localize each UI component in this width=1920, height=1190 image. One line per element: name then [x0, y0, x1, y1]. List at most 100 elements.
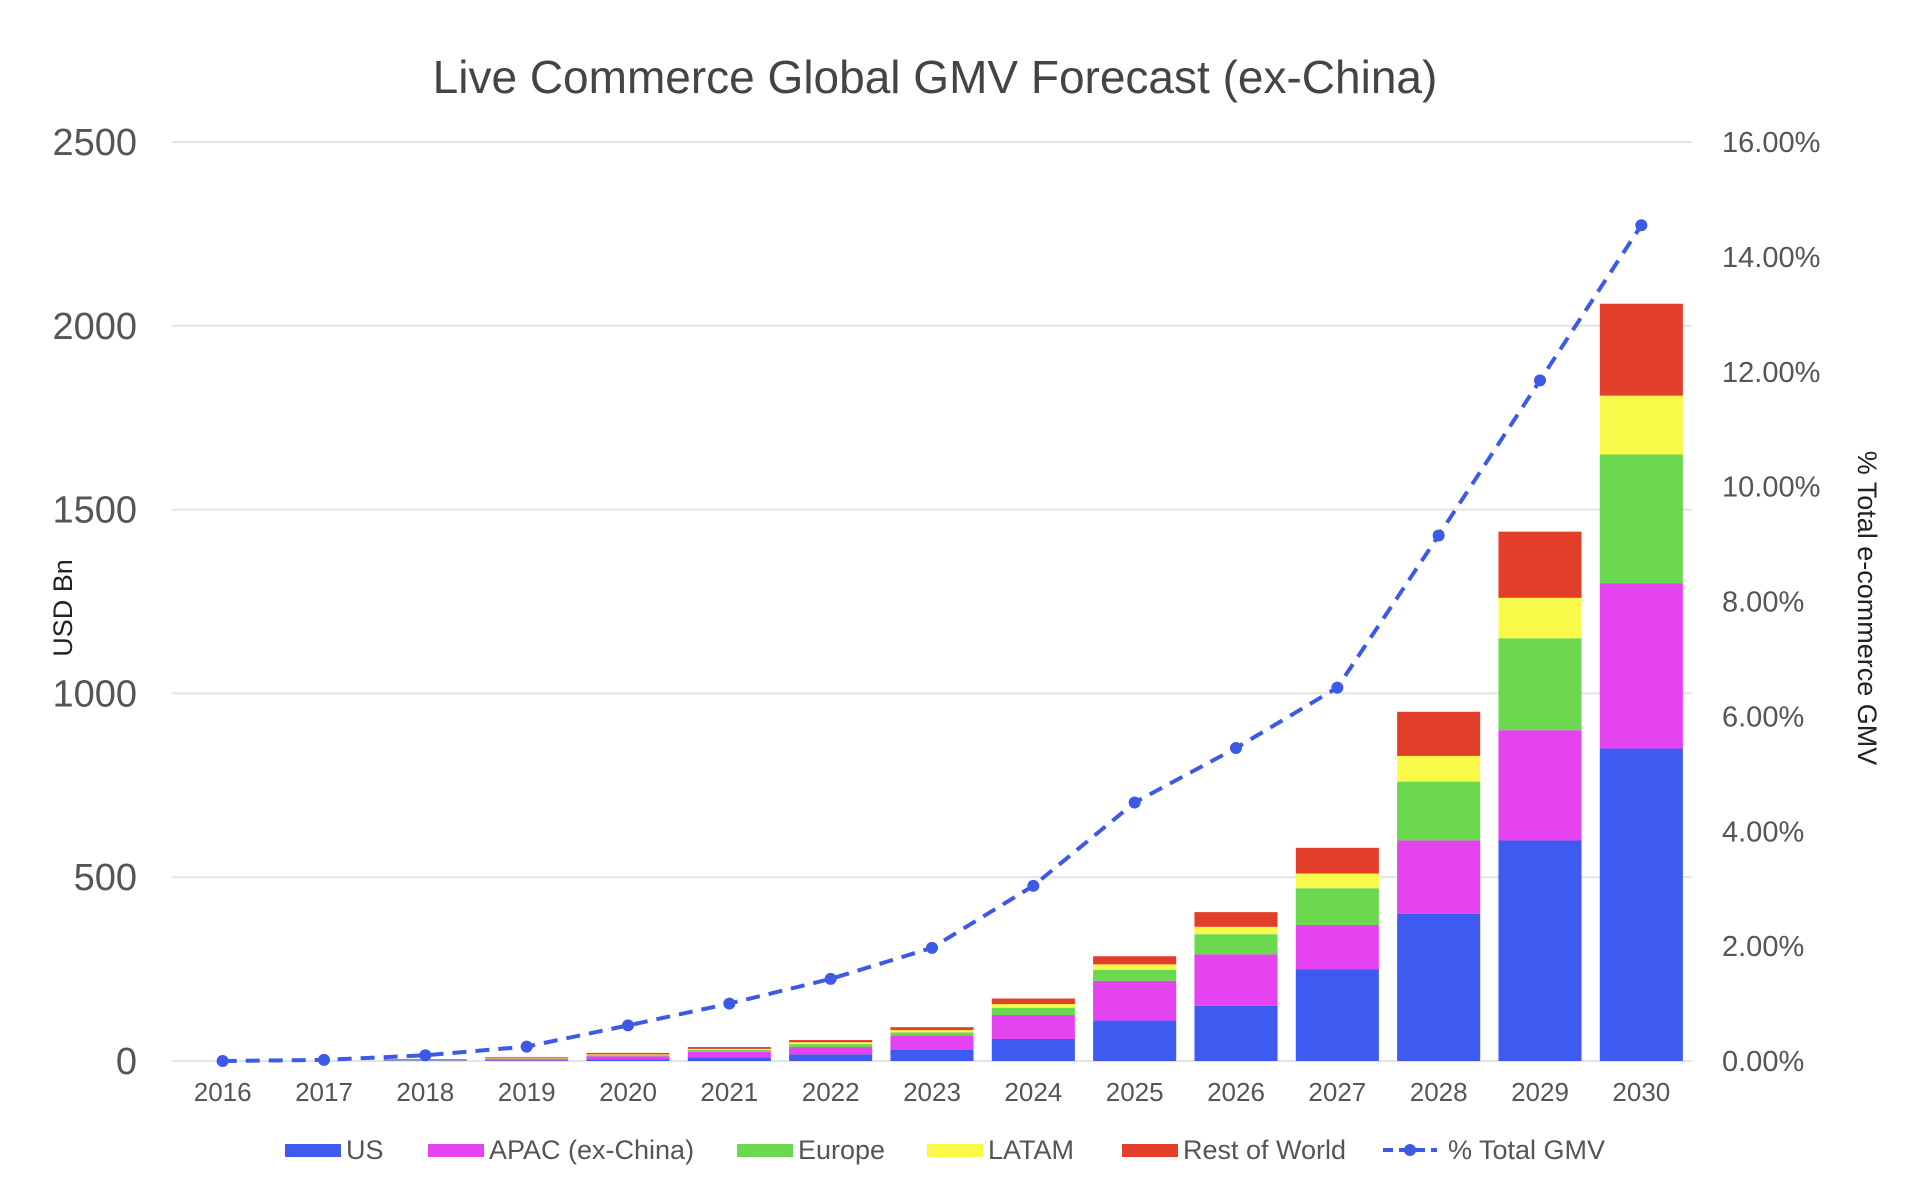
- bar-segment: [1194, 912, 1278, 927]
- bar-segment: [1093, 956, 1177, 965]
- bar-segment: [890, 1027, 974, 1031]
- bar-segment: [890, 1030, 974, 1033]
- legend-label: APAC (ex-China): [489, 1135, 694, 1165]
- bar-segment: [1498, 638, 1582, 731]
- x-tick-label: 2027: [1308, 1077, 1366, 1107]
- legend-swatch: [737, 1144, 793, 1157]
- bar-segment: [586, 1055, 670, 1057]
- line-point: [520, 1040, 533, 1053]
- legend-label: LATAM: [988, 1135, 1074, 1165]
- bar-segment: [586, 1059, 670, 1061]
- line-point: [216, 1055, 229, 1067]
- legend-label: Europe: [798, 1135, 885, 1165]
- line-point: [926, 941, 938, 954]
- x-tick-label: 2029: [1511, 1077, 1569, 1107]
- line-point: [1128, 796, 1141, 809]
- y2-tick-label: 0.00%: [1722, 1046, 1804, 1078]
- bar-segment: [1397, 781, 1481, 841]
- x-tick-label: 2030: [1612, 1077, 1670, 1107]
- y-tick-label: 2500: [52, 122, 137, 164]
- bar-segment: [1498, 531, 1582, 598]
- percent-gmv-line: [216, 219, 1648, 1067]
- bar-segment: [1295, 924, 1379, 970]
- line-point: [1534, 374, 1546, 387]
- bar-segment: [485, 1060, 569, 1061]
- line-point: [1230, 741, 1242, 754]
- x-tick-label: 2028: [1410, 1077, 1468, 1107]
- bar-segment: [789, 1042, 873, 1045]
- line-point: [723, 997, 736, 1010]
- x-tick-label: 2024: [1004, 1077, 1062, 1107]
- line-point: [419, 1049, 432, 1062]
- bar-segment: [1498, 730, 1582, 841]
- bar-segment: [687, 1047, 771, 1049]
- line-point: [1027, 879, 1040, 892]
- legend-label: Rest of World: [1183, 1135, 1346, 1165]
- bar-segment: [1093, 964, 1177, 970]
- bar-segment: [789, 1044, 873, 1048]
- bar-segment: [991, 1015, 1075, 1039]
- bar-segment: [1397, 840, 1481, 914]
- y2-tick-label: 10.00%: [1722, 472, 1820, 504]
- bar-segment: [1093, 1020, 1177, 1061]
- y2-tick-label: 2.00%: [1722, 931, 1804, 963]
- bar-segment: [1194, 1005, 1278, 1061]
- y-tick-label: 0: [116, 1041, 137, 1083]
- x-axis-ticks: 2016 2017 2018 2019 2020 2021 2022 2023 2024 2025…: [194, 1077, 1671, 1107]
- left-axis-ticks: 0 500 1000 1500 2000 2500: [52, 122, 137, 1083]
- x-tick-label: 2019: [498, 1077, 556, 1107]
- bar-segment: [485, 1057, 569, 1059]
- bar-segment: [1599, 583, 1683, 749]
- bar-segment: [687, 1048, 771, 1050]
- bar-segment: [1397, 755, 1481, 782]
- line-point: [1635, 219, 1648, 232]
- line-point: [1331, 681, 1344, 694]
- x-tick-label: 2017: [295, 1077, 353, 1107]
- y-tick-label: 1500: [52, 490, 137, 532]
- y2-tick-label: 4.00%: [1722, 816, 1804, 848]
- bar-segment: [1194, 954, 1278, 1006]
- bar-segment: [1295, 969, 1379, 1061]
- bar-segment: [789, 1040, 873, 1043]
- bar-segment: [586, 1052, 670, 1055]
- bar-segment: [890, 1035, 974, 1050]
- bar-segment: [890, 1049, 974, 1061]
- bar-segment: [1093, 980, 1177, 1021]
- line-point: [318, 1053, 330, 1066]
- bar-segment: [991, 998, 1075, 1005]
- stacked-bars: [383, 303, 1683, 1061]
- y2-tick-label: 6.00%: [1722, 701, 1804, 733]
- legend-swatch: [927, 1144, 983, 1157]
- y2-axis-label: % Total e-commerce GMV: [1852, 451, 1882, 766]
- bar-segment: [485, 1059, 569, 1061]
- bar-segment: [1599, 303, 1683, 396]
- x-tick-label: 2016: [194, 1077, 252, 1107]
- y2-tick-label: 16.00%: [1722, 127, 1820, 159]
- x-tick-label: 2023: [903, 1077, 961, 1107]
- y2-tick-label: 8.00%: [1722, 587, 1804, 619]
- bar-segment: [1599, 748, 1683, 1061]
- bar-segment: [586, 1056, 670, 1060]
- x-tick-label: 2020: [599, 1077, 657, 1107]
- legend: US APAC (ex-China) Europe LATAM Rest of Worl…: [285, 1135, 1605, 1165]
- bar-segment: [991, 1004, 1075, 1008]
- y-tick-label: 2000: [52, 306, 137, 348]
- x-tick-label: 2022: [802, 1077, 860, 1107]
- bar-segment: [1599, 454, 1683, 584]
- bar-segment: [1397, 711, 1481, 756]
- bar-segment: [1194, 926, 1278, 935]
- bar-segment: [1498, 597, 1582, 639]
- bar-segment: [687, 1057, 771, 1061]
- y2-tick-label: 12.00%: [1722, 357, 1820, 389]
- line-point: [824, 972, 837, 985]
- legend-swatch: [1122, 1144, 1178, 1157]
- legend-line-marker: [1404, 1144, 1416, 1156]
- bar-segment: [687, 1051, 771, 1058]
- line-point: [1432, 529, 1445, 542]
- right-axis-ticks: 0.00% 2.00% 4.00% 6.00% 8.00% 10.00% 12.00% 14.…: [1722, 127, 1820, 1078]
- bar-segment: [1397, 913, 1481, 1061]
- legend-label: US: [346, 1135, 384, 1165]
- x-tick-label: 2026: [1207, 1077, 1265, 1107]
- x-tick-label: 2018: [396, 1077, 454, 1107]
